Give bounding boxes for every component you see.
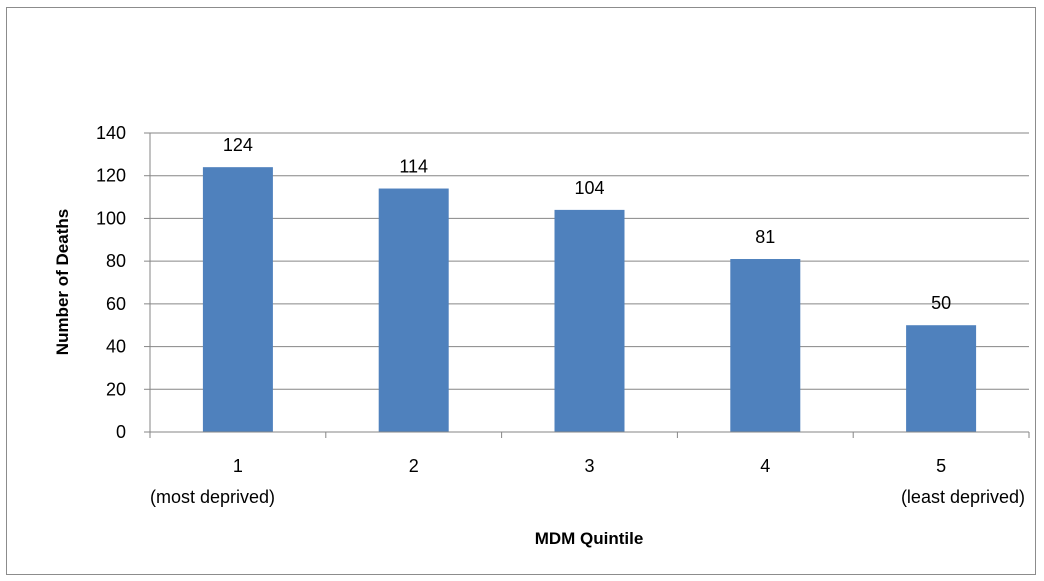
- bar: [202, 167, 273, 432]
- y-tick-label: 120: [96, 166, 126, 186]
- data-label: 50: [931, 293, 951, 313]
- y-tick-label: 140: [96, 123, 126, 143]
- x-axis-title: MDM Quintile: [535, 529, 644, 548]
- y-tick-label: 40: [106, 337, 126, 357]
- data-label: 114: [399, 157, 428, 177]
- bar: [554, 209, 625, 432]
- x-tick-label: 5: [936, 456, 946, 476]
- bar: [730, 259, 801, 432]
- x-tick-label: 2: [409, 456, 419, 476]
- y-tick-label: 100: [96, 208, 126, 228]
- x-tick-label: 1: [233, 456, 243, 476]
- x-tick-labels: 1 (most deprived) 2 3 4 5 (least deprived): [150, 456, 1025, 507]
- y-tick-label: 60: [106, 294, 126, 314]
- data-label: 124: [223, 135, 253, 155]
- bar: [378, 188, 449, 432]
- y-tick-label: 20: [106, 379, 126, 399]
- x-tick-sublabel: (most deprived): [150, 487, 275, 507]
- chart-area: [6, 7, 1036, 575]
- y-tick-label: 0: [116, 422, 126, 442]
- bar: [906, 325, 977, 432]
- data-label: 104: [574, 178, 604, 198]
- data-label: 81: [755, 227, 775, 247]
- y-tick-label: 80: [106, 251, 126, 271]
- bars: [202, 167, 977, 432]
- data-labels: 124 114 104 81 50: [223, 135, 951, 313]
- x-tick-sublabel: (least deprived): [901, 487, 1025, 507]
- x-tick-label: 3: [584, 456, 594, 476]
- x-tick-label: 4: [760, 456, 770, 476]
- axes: [144, 132, 1030, 438]
- y-tick-labels: 0 20 40 60 80 100 120 140: [96, 123, 126, 442]
- y-axis-title: Number of Deaths: [53, 209, 72, 355]
